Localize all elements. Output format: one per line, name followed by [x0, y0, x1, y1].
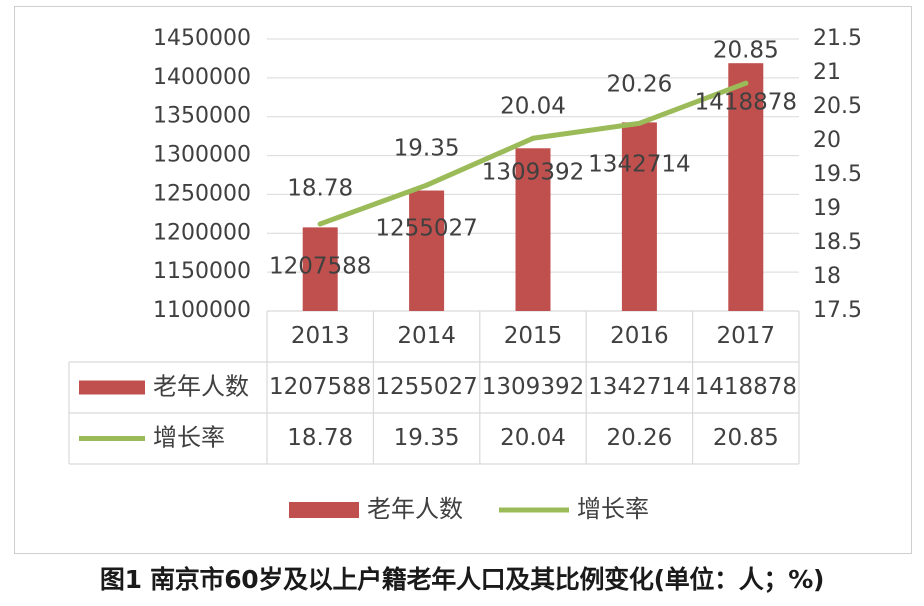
table-cell-value: 20.26 [606, 425, 672, 451]
line-point [636, 120, 642, 126]
line-point [424, 182, 430, 188]
table-cell-value: 19.35 [394, 425, 460, 451]
bar-data-label: 1309392 [482, 160, 584, 186]
legend-bar-swatch [289, 502, 359, 518]
bar [621, 122, 657, 311]
line-point [530, 135, 536, 141]
line-data-label: 20.85 [713, 38, 779, 64]
table-cell-value: 20.85 [713, 425, 779, 451]
y-left-tick-label: 1350000 [153, 104, 251, 129]
y-right-tick-label: 19 [813, 196, 841, 221]
chart-frame: 1100000 1150000 1200000 1250000 1300000 13500… [14, 6, 912, 554]
y-left-tick-label: 1300000 [153, 143, 251, 168]
y-right-tick-label: 21.5 [813, 26, 862, 51]
bar [302, 227, 338, 311]
table-legend-label: 增长率 [153, 424, 225, 452]
x-category-label: 2013 [291, 323, 350, 349]
y-right-tick-label: 18 [813, 264, 841, 289]
y-left-tick-label: 1400000 [153, 65, 251, 90]
table-cell-value: 1255027 [375, 374, 477, 400]
table-legend-bar-swatch [79, 380, 145, 395]
line-data-label: 20.04 [500, 94, 566, 120]
legend-label: 增长率 [577, 495, 649, 523]
line-data-label: 19.35 [394, 136, 460, 162]
table-cell-value: 1418878 [695, 374, 797, 400]
table-cell-value: 1309392 [482, 374, 584, 400]
y-left-tick-label: 1450000 [153, 26, 251, 51]
x-category-label: 2014 [397, 323, 456, 349]
x-category-label: 2016 [610, 323, 669, 349]
y-right-tick-label: 18.5 [813, 230, 862, 255]
y-left-tick-label: 1200000 [153, 220, 251, 245]
y-left-tick-label: 1250000 [153, 181, 251, 206]
y-right-tick-label: 20.5 [813, 94, 862, 119]
x-category-label: 2015 [504, 323, 563, 349]
table-cell-value: 1342714 [588, 374, 690, 400]
table-legend-label: 老年人数 [153, 373, 249, 401]
y-right-tick-label: 19.5 [813, 162, 862, 187]
bar [728, 63, 764, 311]
legend-label: 老年人数 [367, 495, 463, 523]
figure-caption: 图1 南京市60岁及以上户籍老年人口及其比例变化(单位：人；%) [99, 565, 825, 594]
table-cell-value: 1207588 [269, 374, 371, 400]
y-right-tick-label: 20 [813, 128, 841, 153]
y-right-tick-label: 17.5 [813, 298, 862, 323]
line-data-label: 18.78 [287, 176, 353, 202]
line-data-label: 20.26 [606, 72, 672, 98]
table-cell-value: 20.04 [500, 425, 566, 451]
y-right-tick-label: 21 [813, 60, 841, 85]
y-left-tick-label: 1100000 [153, 298, 251, 323]
bar [515, 148, 551, 311]
line-point [743, 80, 749, 86]
y-left-tick-label: 1150000 [153, 259, 251, 284]
chart: 1100000 1150000 1200000 1250000 1300000 13500… [68, 26, 862, 523]
bar-data-label: 1207588 [269, 254, 371, 280]
bar-data-label: 1342714 [588, 152, 690, 178]
x-category-label: 2017 [717, 323, 776, 349]
bar-data-label: 1418878 [695, 90, 797, 116]
bar-data-label: 1255027 [375, 216, 477, 242]
line-point [317, 221, 323, 227]
table-cell-value: 18.78 [287, 425, 353, 451]
bar [409, 190, 445, 311]
